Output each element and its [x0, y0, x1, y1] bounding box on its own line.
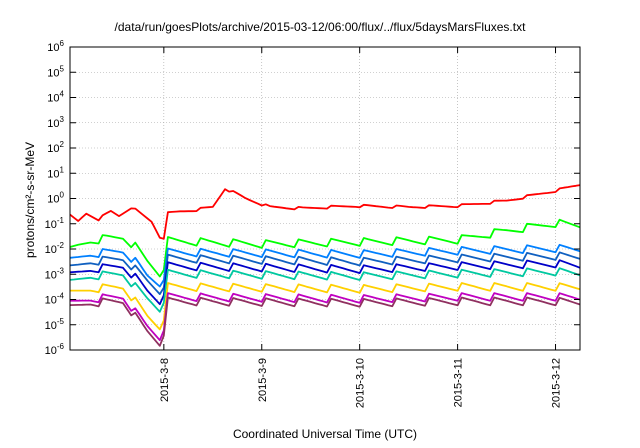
- chart-title: /data/run/goesPlots/archive/2015-03-12/0…: [114, 20, 526, 34]
- plot-frame: [69, 46, 581, 351]
- series-line: [69, 184, 581, 240]
- x-tick-label: 2015-3-10: [355, 358, 367, 408]
- x-tick-label: 2015-3-8: [159, 358, 171, 402]
- y-tick-label: 10-1: [45, 216, 65, 231]
- y-tick-label: 10-6: [45, 342, 65, 357]
- y-tick-label: 102: [47, 140, 64, 155]
- y-tick-label: 10-3: [45, 266, 65, 281]
- series-line: [69, 251, 581, 296]
- y-tick-label: 105: [47, 64, 64, 79]
- series-line: [70, 292, 581, 342]
- y-tick-label: 104: [47, 90, 64, 105]
- series-line: [69, 267, 581, 313]
- x-tick-label: 2015-3-9: [257, 358, 269, 402]
- series-line: [69, 218, 581, 278]
- y-tick-label: 10-2: [45, 241, 65, 256]
- y-tick-label: 106: [47, 39, 64, 54]
- series-line: [69, 243, 581, 288]
- y-tick-label: 101: [47, 165, 64, 180]
- series-line: [70, 282, 581, 331]
- y-tick-label: 100: [47, 191, 64, 206]
- y-tick-label: 10-4: [45, 292, 65, 307]
- y-tick-label: 10-5: [45, 317, 65, 332]
- x-tick-label: 2015-3-11: [453, 358, 465, 407]
- series-line: [69, 296, 581, 347]
- y-tick-label: 103: [47, 115, 64, 130]
- x-axis-label: Coordinated Universal Time (UTC): [232, 427, 418, 441]
- series-line: [69, 259, 581, 306]
- x-tick-label: 2015-3-12: [551, 358, 563, 408]
